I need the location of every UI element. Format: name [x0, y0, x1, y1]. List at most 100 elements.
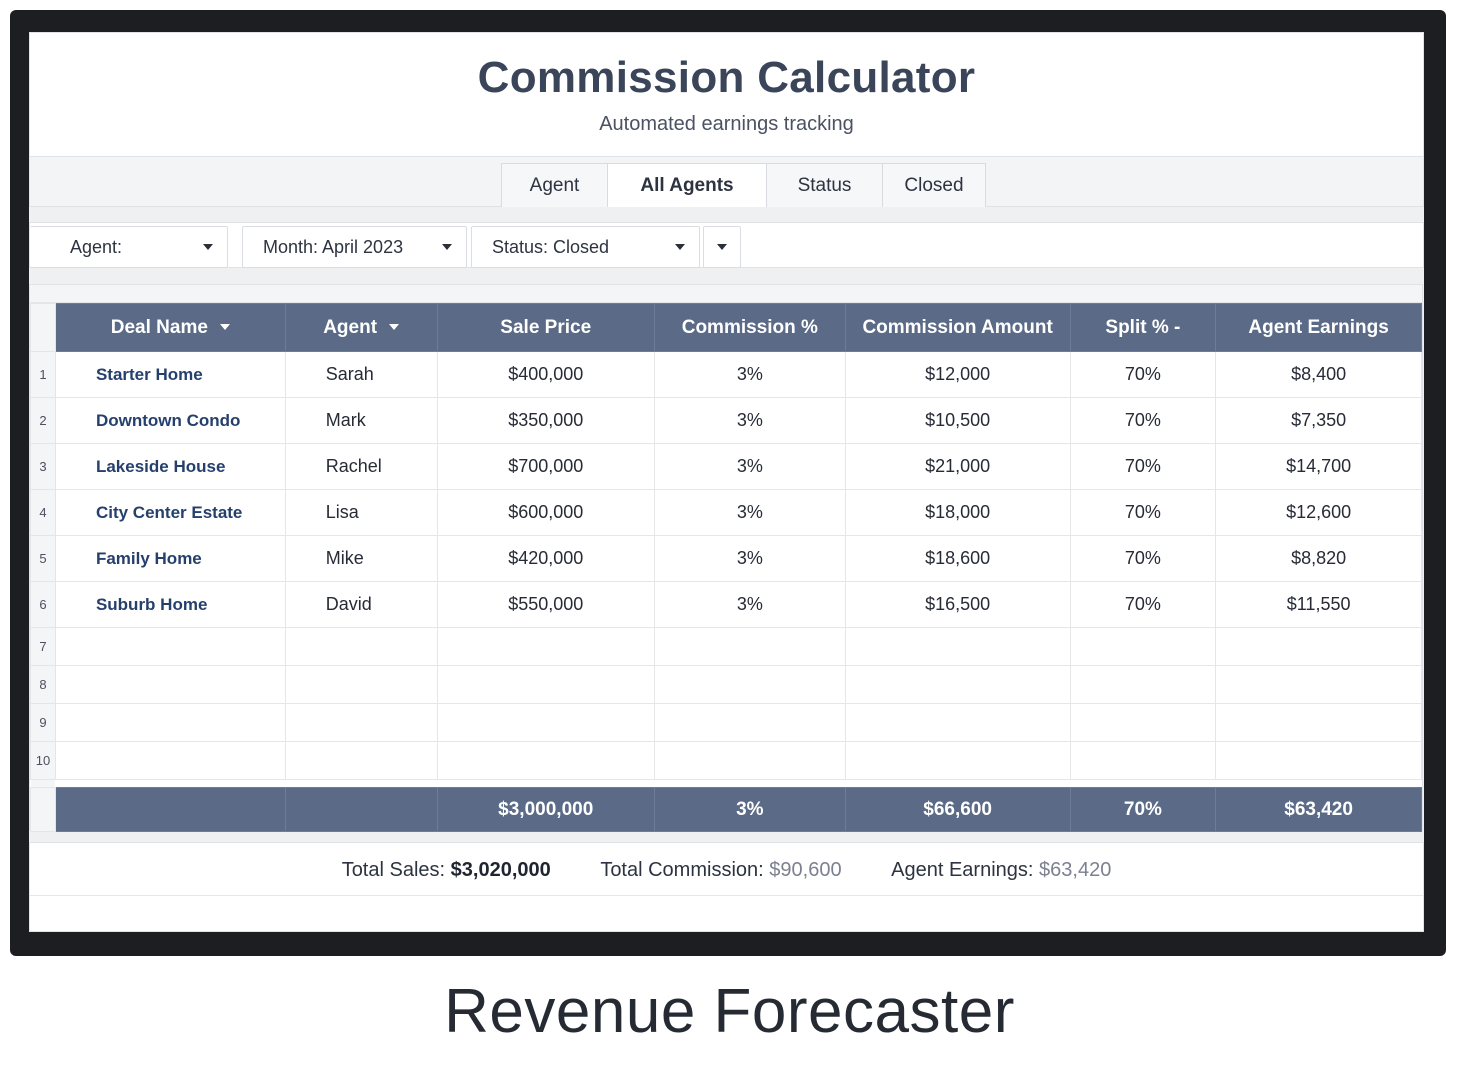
- table-row: 5 Family Home Mike $420,000 3% $18,600 70% $8,8…: [30, 535, 1422, 582]
- total-commission-summary: Total Commission: $90,600: [600, 859, 841, 882]
- empty-cell[interactable]: [284, 665, 438, 704]
- empty-cell[interactable]: [54, 665, 286, 704]
- split-cell[interactable]: 70%: [1069, 443, 1217, 490]
- col-split[interactable]: Split % -: [1069, 303, 1217, 352]
- commission-amount-cell[interactable]: $18,600: [844, 535, 1071, 582]
- sale-price-cell[interactable]: $400,000: [436, 351, 655, 398]
- sort-caret-icon[interactable]: [389, 324, 400, 331]
- commission-amount-cell[interactable]: $10,500: [844, 397, 1071, 444]
- agent-cell[interactable]: David: [284, 581, 438, 628]
- empty-cell[interactable]: [436, 665, 655, 704]
- commission-pct-cell[interactable]: 3%: [653, 351, 846, 398]
- split-cell[interactable]: 70%: [1069, 535, 1217, 582]
- col-commission-pct[interactable]: Commission %: [653, 303, 846, 352]
- empty-cell[interactable]: [436, 703, 655, 742]
- deal-name-cell[interactable]: Suburb Home: [54, 581, 286, 628]
- commission-pct-cell[interactable]: 3%: [653, 581, 846, 628]
- sale-price-cell[interactable]: $550,000: [436, 581, 655, 628]
- empty-cell[interactable]: [844, 741, 1071, 780]
- agent-earnings-cell[interactable]: $7,350: [1215, 397, 1422, 444]
- filter-bar: Agent: Month: April 2023 Status: Closed: [29, 222, 1424, 268]
- agent-cell[interactable]: Mike: [284, 535, 438, 582]
- empty-cell[interactable]: [1069, 703, 1217, 742]
- empty-cell[interactable]: [284, 741, 438, 780]
- empty-cell[interactable]: [284, 703, 438, 742]
- empty-cell[interactable]: [653, 703, 846, 742]
- agent-cell[interactable]: Sarah: [284, 351, 438, 398]
- empty-cell[interactable]: [1069, 627, 1217, 666]
- commission-pct-cell[interactable]: 3%: [653, 397, 846, 444]
- table-row: 1 Starter Home Sarah $400,000 3% $12,000 70% $8…: [30, 351, 1422, 398]
- agent-earnings-cell[interactable]: $12,600: [1215, 489, 1422, 536]
- empty-cell[interactable]: [653, 627, 846, 666]
- sale-price-cell[interactable]: $420,000: [436, 535, 655, 582]
- total-commission-amount: $66,600: [844, 787, 1071, 832]
- chevron-down-icon: [203, 244, 213, 250]
- agent-cell[interactable]: Lisa: [284, 489, 438, 536]
- split-cell[interactable]: 70%: [1069, 397, 1217, 444]
- empty-cell[interactable]: [54, 741, 286, 780]
- col-deal-name[interactable]: Deal Name: [54, 303, 286, 352]
- agent-earnings-value: $63,420: [1039, 859, 1112, 881]
- deal-name-cell[interactable]: City Center Estate: [54, 489, 286, 536]
- empty-cell[interactable]: [844, 665, 1071, 704]
- commission-amount-cell[interactable]: $18,000: [844, 489, 1071, 536]
- spacer-row: [30, 779, 1422, 788]
- table-row: 2 Downtown Condo Mark $350,000 3% $10,500 70% $…: [30, 397, 1422, 444]
- empty-cell[interactable]: [653, 665, 846, 704]
- empty-cell[interactable]: [1215, 741, 1422, 780]
- commission-amount-cell[interactable]: $16,500: [844, 581, 1071, 628]
- empty-cell[interactable]: [54, 627, 286, 666]
- empty-cell[interactable]: [436, 627, 655, 666]
- sale-price-cell[interactable]: $350,000: [436, 397, 655, 444]
- tab-closed[interactable]: Closed: [882, 163, 986, 207]
- commission-amount-cell[interactable]: $21,000: [844, 443, 1071, 490]
- agent-cell[interactable]: Mark: [284, 397, 438, 444]
- empty-cell[interactable]: [1215, 703, 1422, 742]
- row-number: 7: [30, 627, 56, 666]
- empty-cell[interactable]: [653, 741, 846, 780]
- empty-cell[interactable]: [844, 703, 1071, 742]
- commission-amount-cell[interactable]: $12,000: [844, 351, 1071, 398]
- col-sale-price[interactable]: Sale Price: [436, 303, 655, 352]
- window-frame: Commission Calculator Automated earnings…: [10, 10, 1446, 956]
- month-filter-dropdown[interactable]: Month: April 2023: [242, 226, 467, 268]
- empty-cell[interactable]: [436, 741, 655, 780]
- split-cell[interactable]: 70%: [1069, 581, 1217, 628]
- agent-earnings-cell[interactable]: $14,700: [1215, 443, 1422, 490]
- commission-pct-cell[interactable]: 3%: [653, 535, 846, 582]
- empty-cell[interactable]: [54, 703, 286, 742]
- empty-cell[interactable]: [1069, 665, 1217, 704]
- tab-status[interactable]: Status: [766, 163, 883, 207]
- deal-name-cell[interactable]: Lakeside House: [54, 443, 286, 490]
- empty-cell[interactable]: [1069, 741, 1217, 780]
- sort-caret-icon[interactable]: [219, 324, 230, 331]
- col-commission-amount[interactable]: Commission Amount: [844, 303, 1071, 352]
- empty-cell[interactable]: [1215, 627, 1422, 666]
- deal-name-cell[interactable]: Starter Home: [54, 351, 286, 398]
- agent-filter-dropdown[interactable]: Agent:: [30, 226, 228, 268]
- agent-cell[interactable]: Rachel: [284, 443, 438, 490]
- sale-price-cell[interactable]: $700,000: [436, 443, 655, 490]
- col-agent[interactable]: Agent: [284, 303, 438, 352]
- deal-name-cell[interactable]: Family Home: [54, 535, 286, 582]
- agent-earnings-cell[interactable]: $8,820: [1215, 535, 1422, 582]
- deal-name-cell[interactable]: Downtown Condo: [54, 397, 286, 444]
- tab-all-agents[interactable]: All Agents: [607, 163, 767, 207]
- empty-cell[interactable]: [844, 627, 1071, 666]
- split-cell[interactable]: 70%: [1069, 489, 1217, 536]
- empty-cell[interactable]: [1215, 665, 1422, 704]
- tab-agent[interactable]: Agent: [501, 163, 608, 207]
- commission-pct-cell[interactable]: 3%: [653, 489, 846, 536]
- commission-pct-cell[interactable]: 3%: [653, 443, 846, 490]
- extra-filter-dropdown[interactable]: [703, 226, 741, 268]
- empty-cell[interactable]: [284, 627, 438, 666]
- total-sales-value: $3,020,000: [450, 859, 551, 881]
- status-filter-dropdown[interactable]: Status: Closed: [471, 226, 700, 268]
- agent-earnings-cell[interactable]: $11,550: [1215, 581, 1422, 628]
- split-cell[interactable]: 70%: [1069, 351, 1217, 398]
- col-agent-label: Agent: [323, 316, 378, 338]
- agent-earnings-cell[interactable]: $8,400: [1215, 351, 1422, 398]
- sale-price-cell[interactable]: $600,000: [436, 489, 655, 536]
- col-agent-earnings[interactable]: Agent Earnings: [1215, 303, 1422, 352]
